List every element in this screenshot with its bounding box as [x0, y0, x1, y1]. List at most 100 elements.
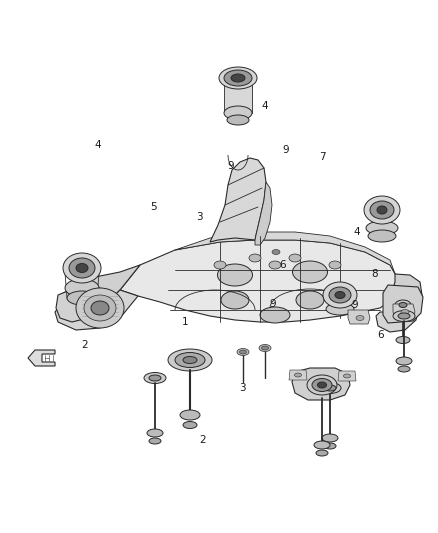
Ellipse shape	[259, 344, 271, 351]
Ellipse shape	[214, 261, 226, 269]
Ellipse shape	[175, 352, 205, 367]
Polygon shape	[28, 350, 55, 366]
Ellipse shape	[147, 429, 163, 437]
Text: 9: 9	[351, 300, 358, 310]
Ellipse shape	[293, 261, 328, 283]
Ellipse shape	[356, 316, 364, 320]
Ellipse shape	[63, 253, 101, 283]
Ellipse shape	[329, 287, 351, 303]
Ellipse shape	[149, 375, 161, 381]
Text: 8: 8	[371, 270, 378, 279]
Ellipse shape	[329, 261, 341, 269]
Ellipse shape	[249, 254, 261, 262]
Ellipse shape	[144, 373, 166, 384]
Ellipse shape	[324, 443, 336, 449]
Ellipse shape	[294, 373, 301, 377]
Ellipse shape	[324, 385, 336, 391]
Ellipse shape	[312, 378, 332, 392]
Ellipse shape	[183, 422, 197, 429]
Text: 5: 5	[150, 202, 156, 212]
Ellipse shape	[231, 74, 245, 82]
Ellipse shape	[224, 70, 252, 86]
Ellipse shape	[396, 357, 412, 365]
Ellipse shape	[272, 249, 280, 254]
Ellipse shape	[240, 350, 247, 354]
Ellipse shape	[314, 441, 330, 449]
Ellipse shape	[168, 349, 212, 371]
Ellipse shape	[227, 115, 249, 125]
Text: 4: 4	[262, 101, 268, 110]
Ellipse shape	[289, 254, 301, 262]
Ellipse shape	[180, 410, 200, 420]
Polygon shape	[385, 274, 422, 318]
Polygon shape	[210, 158, 266, 242]
Ellipse shape	[69, 258, 95, 278]
Polygon shape	[55, 290, 138, 330]
Ellipse shape	[260, 307, 290, 323]
Ellipse shape	[221, 291, 249, 309]
Ellipse shape	[296, 291, 324, 309]
Ellipse shape	[65, 279, 99, 297]
Text: 2: 2	[199, 435, 206, 445]
Ellipse shape	[183, 357, 197, 364]
Polygon shape	[292, 368, 350, 400]
Ellipse shape	[398, 313, 410, 319]
Polygon shape	[348, 310, 370, 324]
Text: 6: 6	[279, 260, 286, 270]
Polygon shape	[376, 295, 422, 332]
Polygon shape	[338, 371, 356, 381]
Ellipse shape	[84, 295, 116, 321]
Polygon shape	[175, 232, 395, 274]
Ellipse shape	[343, 374, 350, 378]
Text: 9: 9	[283, 146, 289, 155]
Ellipse shape	[368, 230, 396, 242]
Ellipse shape	[323, 282, 357, 308]
Text: 3: 3	[240, 383, 246, 393]
Polygon shape	[393, 304, 415, 318]
Ellipse shape	[366, 221, 398, 235]
Ellipse shape	[76, 263, 88, 272]
Ellipse shape	[149, 438, 161, 444]
Polygon shape	[224, 83, 252, 113]
Ellipse shape	[76, 288, 124, 328]
Text: 4: 4	[353, 227, 360, 237]
Ellipse shape	[401, 310, 409, 314]
Ellipse shape	[377, 206, 387, 214]
Text: 6: 6	[378, 330, 384, 340]
Ellipse shape	[398, 366, 410, 372]
Ellipse shape	[218, 264, 252, 286]
Text: 7: 7	[319, 152, 325, 162]
Ellipse shape	[219, 67, 257, 89]
Ellipse shape	[224, 106, 252, 120]
Ellipse shape	[237, 349, 249, 356]
Ellipse shape	[395, 300, 411, 310]
Polygon shape	[383, 285, 423, 323]
Polygon shape	[255, 182, 272, 245]
Ellipse shape	[316, 450, 328, 456]
Ellipse shape	[307, 375, 337, 395]
Ellipse shape	[91, 301, 109, 315]
Text: 3: 3	[196, 213, 203, 222]
Ellipse shape	[269, 261, 281, 269]
Ellipse shape	[261, 346, 268, 350]
Ellipse shape	[393, 311, 415, 321]
Ellipse shape	[399, 303, 407, 308]
Text: 2: 2	[81, 341, 88, 350]
Ellipse shape	[335, 292, 345, 298]
Polygon shape	[289, 370, 307, 380]
Ellipse shape	[322, 434, 338, 442]
Text: 9: 9	[269, 299, 276, 309]
Text: 9: 9	[227, 161, 233, 171]
Polygon shape	[58, 265, 140, 316]
Polygon shape	[56, 285, 105, 322]
Text: 1: 1	[182, 318, 188, 327]
Ellipse shape	[67, 291, 97, 305]
Text: 4: 4	[94, 140, 101, 150]
Ellipse shape	[326, 303, 354, 315]
Ellipse shape	[396, 336, 410, 343]
Polygon shape	[120, 240, 400, 322]
Ellipse shape	[364, 196, 400, 224]
Ellipse shape	[370, 201, 394, 219]
Ellipse shape	[318, 382, 326, 388]
Ellipse shape	[319, 383, 341, 393]
